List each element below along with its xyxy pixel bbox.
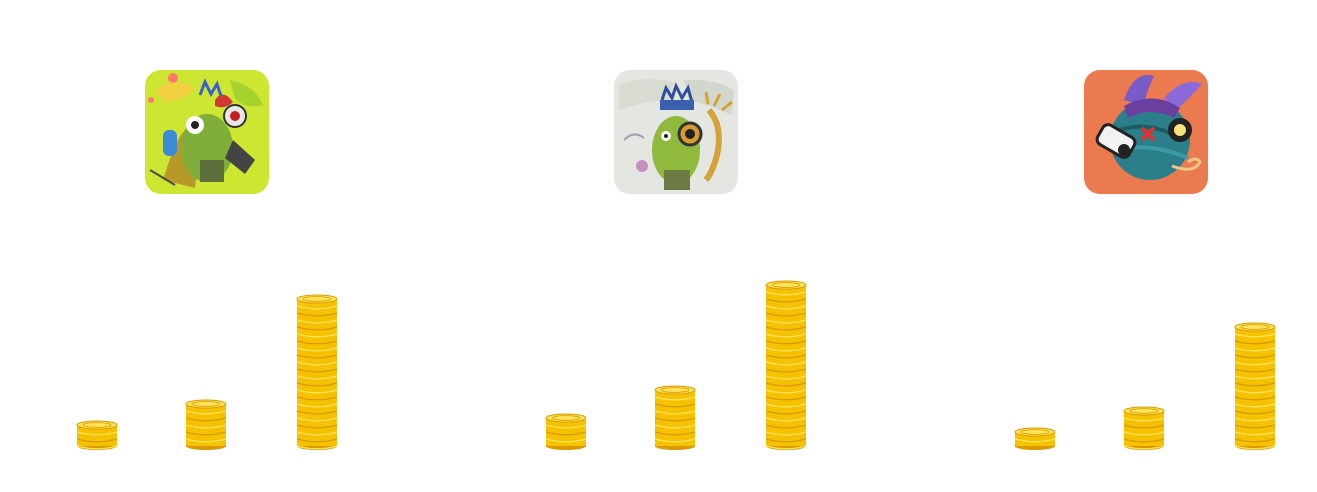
coin-stack-1 [76, 420, 118, 450]
coin-stack-2 [1123, 406, 1165, 450]
coin-stacks [545, 280, 807, 450]
coin-stack-3 [296, 294, 338, 450]
coin-stacks [76, 294, 338, 450]
avatar[interactable] [145, 70, 269, 194]
blue-ball-with-camera-icon [1084, 70, 1208, 194]
coin-stack-1 [1014, 427, 1056, 450]
coin-stack-2 [654, 385, 696, 450]
card-3 [878, 0, 1317, 492]
coin-stack-3 [765, 280, 807, 450]
coin-stacks [1014, 322, 1276, 450]
card-1 [0, 0, 439, 492]
coin-stack-2 [185, 399, 227, 450]
green-creature-with-goggles-icon [614, 70, 738, 194]
avatar[interactable] [614, 70, 738, 194]
avatar[interactable] [1084, 70, 1208, 194]
card-2 [439, 0, 878, 492]
green-creature-on-yellow-map-icon [145, 70, 269, 194]
coin-stack-1 [545, 413, 587, 450]
coin-stack-3 [1234, 322, 1276, 450]
